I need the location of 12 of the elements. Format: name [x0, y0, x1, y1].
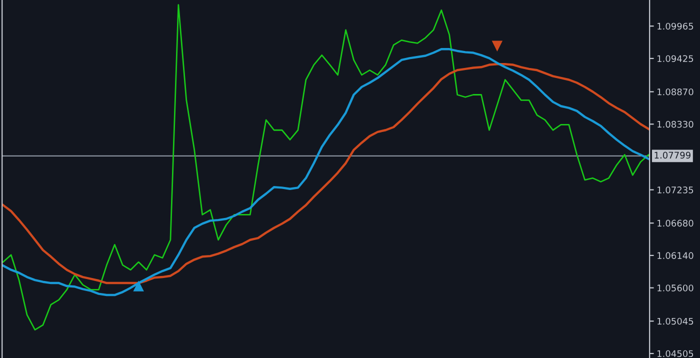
y-tick-label: 1.09965: [658, 22, 694, 30]
y-tick-label: 1.08870: [658, 88, 694, 96]
line-series: [2, 4, 650, 331]
y-tick-label: 1.07235: [658, 186, 694, 194]
y-tick-label: 1.04505: [658, 350, 694, 358]
y-tick-label: 1.05600: [658, 284, 694, 292]
ref-line-label: 1.07799: [654, 152, 690, 159]
y-tick-label: 1.08330: [658, 120, 694, 128]
y-tick-label: 1.05045: [658, 318, 694, 325]
y-tick-label: 1.06680: [658, 220, 694, 227]
y-tick-label: 1.06140: [658, 252, 694, 260]
y-tick-label: 1.09425: [658, 55, 694, 62]
